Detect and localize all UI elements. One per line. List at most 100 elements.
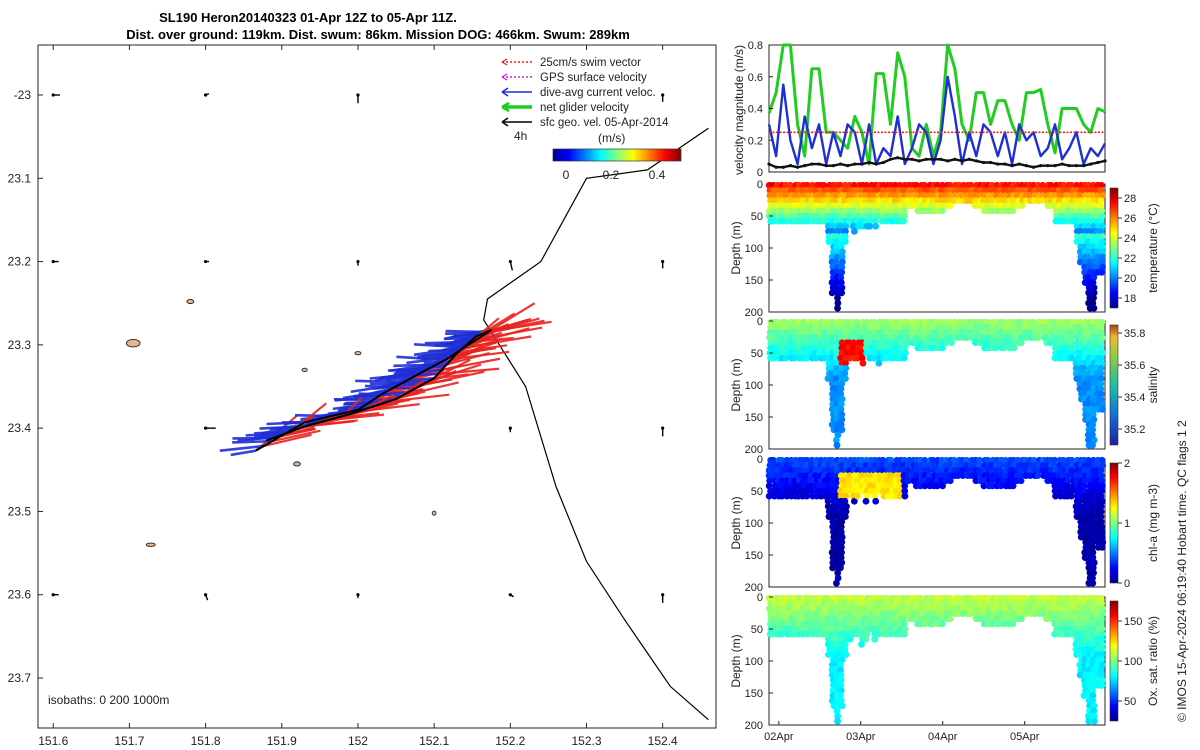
section-sample: [925, 477, 933, 485]
time-tick-label: 02Apr: [764, 731, 794, 743]
section-sample: [872, 497, 880, 505]
section-sample: [963, 456, 971, 464]
section-sample: [782, 207, 790, 215]
colorbar-tick-label: 35.6: [1124, 360, 1145, 372]
section-sample: [838, 395, 846, 403]
swim-vector: [490, 302, 536, 331]
section-sample: [834, 574, 842, 582]
section-sample: [841, 646, 849, 653]
section-sample: [841, 487, 849, 495]
section-sample: [1022, 610, 1030, 618]
section-sample: [862, 197, 870, 205]
section-sample: [1085, 712, 1092, 720]
section-sample: [904, 192, 912, 199]
section-sample: [838, 258, 846, 266]
section-sample: [829, 513, 837, 520]
sfc-vector: [205, 92, 210, 96]
section-sample: [1055, 625, 1063, 633]
section-sample: [1005, 477, 1013, 485]
depth-tick-label: 50: [751, 486, 763, 498]
velocity-point: [1003, 162, 1007, 166]
legend-item: net glider velocity: [501, 101, 629, 114]
section-sample: [942, 329, 949, 336]
section-sample: [828, 467, 836, 474]
section-sample: [778, 349, 786, 357]
dive-avg-vector: [334, 396, 378, 402]
section-sample: [850, 227, 858, 235]
section-sample: [795, 594, 803, 602]
section-sample: [1056, 329, 1063, 336]
sfc-vector-origin: [203, 426, 208, 430]
section-sample: [1098, 635, 1106, 643]
section-sample: [884, 212, 892, 220]
section-sample: [1089, 543, 1096, 551]
section-sample: [1098, 268, 1106, 276]
section-sample: [996, 605, 1004, 612]
section-sample: [828, 456, 836, 464]
velocity-point: [838, 162, 843, 166]
section-sample: [1026, 467, 1034, 474]
velocity-point: [1053, 164, 1057, 168]
section-sample: [938, 334, 945, 342]
section-sample: [972, 610, 980, 618]
velocity-point: [974, 159, 978, 163]
section-sample: [1072, 370, 1080, 377]
section-sample: [833, 400, 840, 408]
section-sample: [765, 482, 773, 490]
section-sample: [833, 279, 840, 286]
section-sample: [1090, 559, 1098, 567]
section-sample: [841, 497, 849, 505]
section-sample: [829, 222, 836, 230]
section-sample: [880, 202, 887, 210]
section-sample: [807, 462, 815, 469]
velocity-point: [946, 159, 950, 163]
section-sample: [1076, 212, 1084, 220]
section-sample: [1089, 620, 1096, 628]
section-sample: [765, 492, 773, 500]
section-sample: [829, 318, 836, 326]
section-sample: [1097, 594, 1105, 602]
section-sample: [816, 349, 823, 357]
section-sample: [1000, 334, 1008, 342]
section-sample: [1090, 274, 1098, 281]
dive-avg-vector: [230, 449, 257, 457]
section-sample: [938, 620, 946, 628]
section-sample: [846, 482, 853, 490]
section-sample: [879, 610, 887, 618]
section-sample: [1076, 671, 1084, 679]
section-sample: [1044, 605, 1051, 612]
section-sample: [913, 605, 920, 612]
section-sample: [854, 354, 861, 362]
section-sample: [879, 212, 887, 220]
section-sample: [812, 472, 819, 480]
section-sample: [838, 543, 845, 551]
section-sample: [1072, 364, 1080, 372]
section-sample: [938, 187, 946, 194]
section-sample: [783, 217, 791, 225]
section-sample: [891, 329, 899, 336]
section-sample: [871, 318, 878, 326]
section-sample: [1098, 253, 1106, 261]
section-sample: [1077, 528, 1085, 536]
section-sample: [1093, 661, 1101, 669]
reef-shape: [431, 510, 437, 516]
section-sample: [838, 263, 846, 271]
section-sample: [833, 364, 841, 372]
colorbar-tick-label: 20: [1124, 273, 1136, 285]
section-colorbar: [1109, 324, 1119, 446]
section-sample: [770, 197, 778, 205]
section-sample: [1098, 318, 1106, 326]
section-sample: [807, 487, 815, 495]
section-sample: [858, 467, 865, 474]
section-sample: [1064, 472, 1072, 480]
section-sample: [1098, 207, 1106, 215]
section-sample: [858, 339, 866, 347]
dive-avg-vector: [245, 432, 286, 437]
colorbar-tick-label: 24: [1124, 233, 1136, 245]
section-sample: [787, 620, 795, 628]
section-sample: [1068, 202, 1076, 210]
section-sample: [829, 197, 837, 205]
section-sample: [1098, 523, 1106, 531]
section-sample: [808, 456, 816, 464]
section-sample: [1055, 318, 1063, 326]
